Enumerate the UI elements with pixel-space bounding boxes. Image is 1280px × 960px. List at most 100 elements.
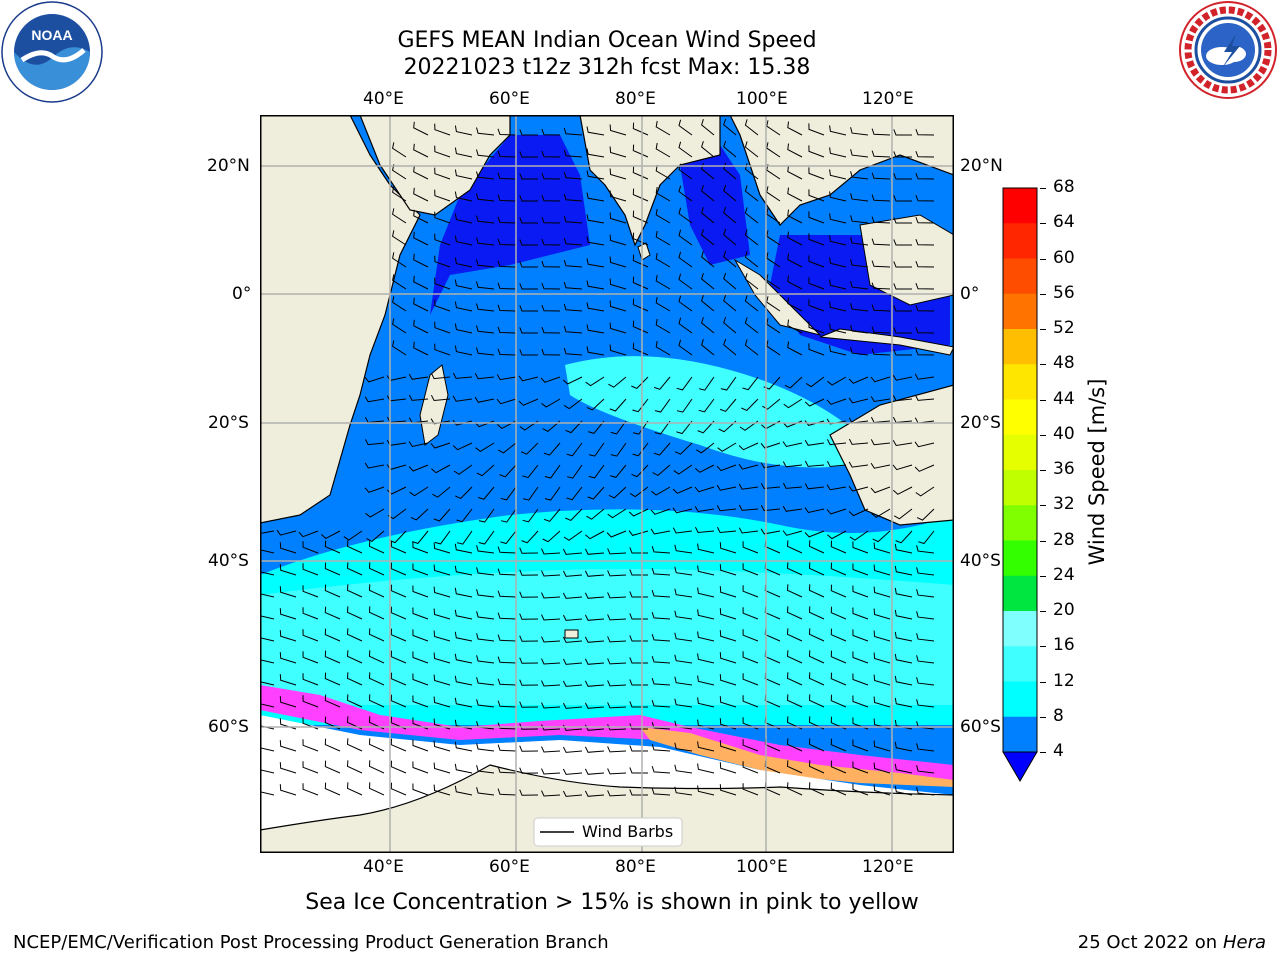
wind-barb [697, 763, 715, 774]
wind-barb [454, 719, 473, 730]
wind-barb [701, 295, 715, 312]
wind-barb [260, 681, 275, 686]
wind-barb [519, 701, 539, 708]
wind-barb [871, 326, 891, 334]
wind-barb [324, 738, 341, 752]
wind-barb [476, 303, 495, 312]
wind-barb [324, 628, 341, 642]
wind-barb [454, 785, 473, 796]
wind-barb [413, 187, 429, 202]
wind-barb [744, 295, 759, 312]
wind-barb [368, 672, 385, 686]
wind-barb [497, 194, 517, 202]
wind-barb [586, 148, 605, 158]
wind-barb [392, 208, 407, 224]
wind-barb [302, 761, 319, 774]
sumatra-land [733, 258, 822, 336]
wind-barb [850, 303, 869, 312]
wind-barb [892, 440, 913, 447]
wind-barb [279, 784, 297, 796]
wind-barb [786, 782, 803, 796]
wind-barb [915, 151, 935, 158]
wind-barb [476, 633, 495, 642]
wind-barb [674, 742, 693, 752]
wind-barb [541, 216, 561, 224]
wind-barb [562, 768, 583, 775]
wind-barb [850, 215, 869, 224]
wind-barb [852, 651, 869, 664]
colorbar-segment [1003, 646, 1037, 682]
wind-barb [279, 674, 297, 686]
wind-barb [632, 144, 649, 158]
wind-barb [894, 609, 913, 620]
wind-barb [563, 325, 583, 334]
wind-barb [454, 609, 473, 620]
wind-barb [497, 348, 517, 356]
wind-barb [916, 508, 935, 521]
wind-barb [260, 659, 275, 664]
wind-barb [848, 508, 869, 517]
wind-barb [584, 790, 605, 797]
colorbar-tick-label: 60 [1053, 247, 1075, 268]
wind-barb [609, 124, 627, 136]
wind-barb [674, 698, 693, 708]
arabian-sea-calm-zone [430, 135, 590, 315]
wind-barb [873, 762, 891, 774]
wind-barb [655, 142, 671, 158]
wind-barb [873, 542, 891, 554]
wind-barb [852, 541, 869, 554]
wind-barb [368, 650, 385, 664]
wind-barb [830, 606, 847, 620]
wind-barb [720, 376, 737, 391]
wind-barb [541, 326, 561, 334]
wind-barb [609, 300, 627, 312]
colorbar-segment [1003, 399, 1037, 436]
wind-barb [544, 464, 561, 479]
wind-barb [697, 785, 715, 796]
wind-barb [412, 739, 429, 752]
wind-barb [434, 145, 451, 158]
wind-barb [279, 586, 297, 598]
wind-barb [894, 653, 913, 664]
wind-barb [478, 508, 495, 523]
wind-barb [632, 254, 649, 268]
wind-barb [632, 276, 649, 290]
wind-barb [787, 297, 803, 312]
wind-barb [651, 612, 671, 620]
wind-barb [454, 147, 473, 158]
wind-barb [392, 186, 407, 202]
colorbar-tick-mark [1040, 540, 1046, 542]
wind-barb [787, 275, 803, 290]
wind-barb [697, 675, 715, 686]
noaa-logo: NOAA [1, 1, 103, 103]
sea-ice-edge [260, 685, 954, 780]
wind-barb [787, 165, 803, 180]
wind-barb [279, 630, 297, 642]
wind-barb [260, 725, 275, 730]
wind-barb [519, 591, 539, 598]
wind-barb [497, 766, 517, 774]
wind-barb [894, 587, 913, 598]
wind-barb [609, 398, 627, 412]
colorbar-tick-mark [1040, 258, 1046, 260]
wind-barb [674, 764, 693, 774]
wind-barb [541, 570, 561, 577]
wind-barb [588, 464, 605, 479]
lat-tick-left: 60°S [208, 717, 249, 737]
wind-barb [324, 562, 341, 576]
wind-barb [390, 562, 407, 576]
wind-barb [279, 542, 297, 554]
wind-barb [519, 349, 538, 356]
wind-barb [497, 678, 517, 686]
wind-barb [674, 676, 693, 686]
wind-barb [454, 301, 473, 312]
wind-barb [586, 508, 605, 520]
colorbar-tick-mark [1040, 329, 1046, 330]
wind-barb [719, 542, 737, 554]
wind-barb [916, 545, 935, 554]
wind-barb [298, 530, 319, 538]
wind-barb [542, 420, 561, 433]
colorbar-segment [1003, 329, 1037, 365]
wind-barb [433, 762, 451, 774]
wind-barb [742, 783, 759, 796]
